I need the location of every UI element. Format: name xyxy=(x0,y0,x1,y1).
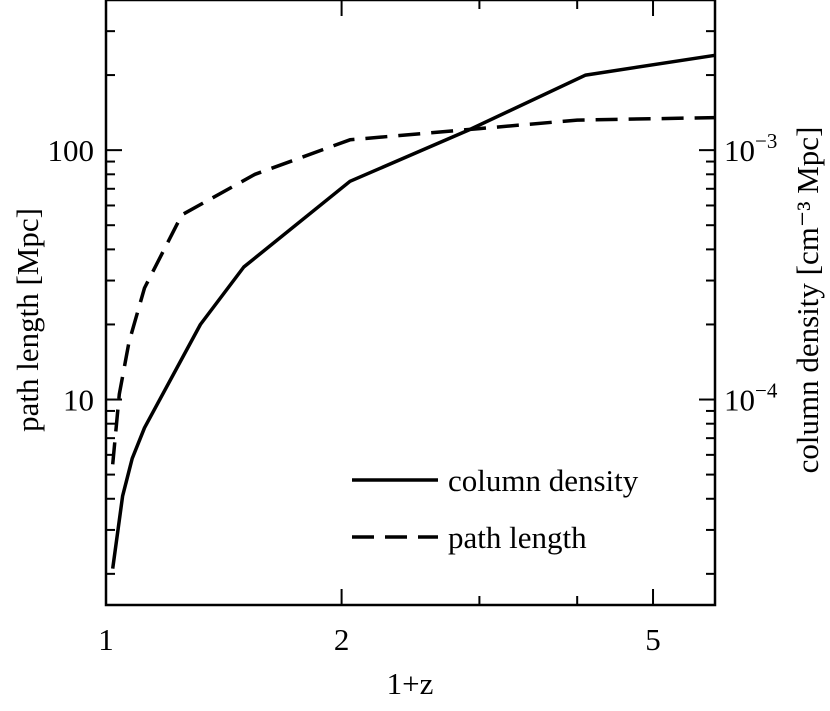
legend-label-column-density: column density xyxy=(448,463,639,498)
axis-ticks xyxy=(105,0,716,605)
x-axis-title: 1+z xyxy=(387,666,434,701)
series-line-column-density xyxy=(110,53,716,569)
y-right-tick-label: 10−3 xyxy=(724,129,777,168)
y-right-tick-labels: 10−4 10−3 xyxy=(724,129,778,417)
legend: column density path length xyxy=(352,463,639,555)
plot-frame xyxy=(104,0,717,607)
series-line-path-length xyxy=(110,115,716,465)
y-tick-label: 10 xyxy=(63,383,94,418)
x-tick-label: 1 xyxy=(98,622,114,657)
y-tick-label: 100 xyxy=(48,133,95,168)
x-tick-labels: 1 2 5 xyxy=(98,622,661,657)
y-right-tick-label: 10−4 xyxy=(724,379,778,418)
x-tick-label: 2 xyxy=(334,622,350,657)
y-tick-labels: 10 100 xyxy=(48,133,95,417)
series-layer xyxy=(110,53,716,569)
x-tick-label: 5 xyxy=(645,622,661,657)
y-right-axis-title: column density [cm⁻³ Mpc] xyxy=(790,127,825,474)
legend-label-path-length: path length xyxy=(448,520,587,555)
y-axis-title: path length [Mpc] xyxy=(10,208,45,432)
